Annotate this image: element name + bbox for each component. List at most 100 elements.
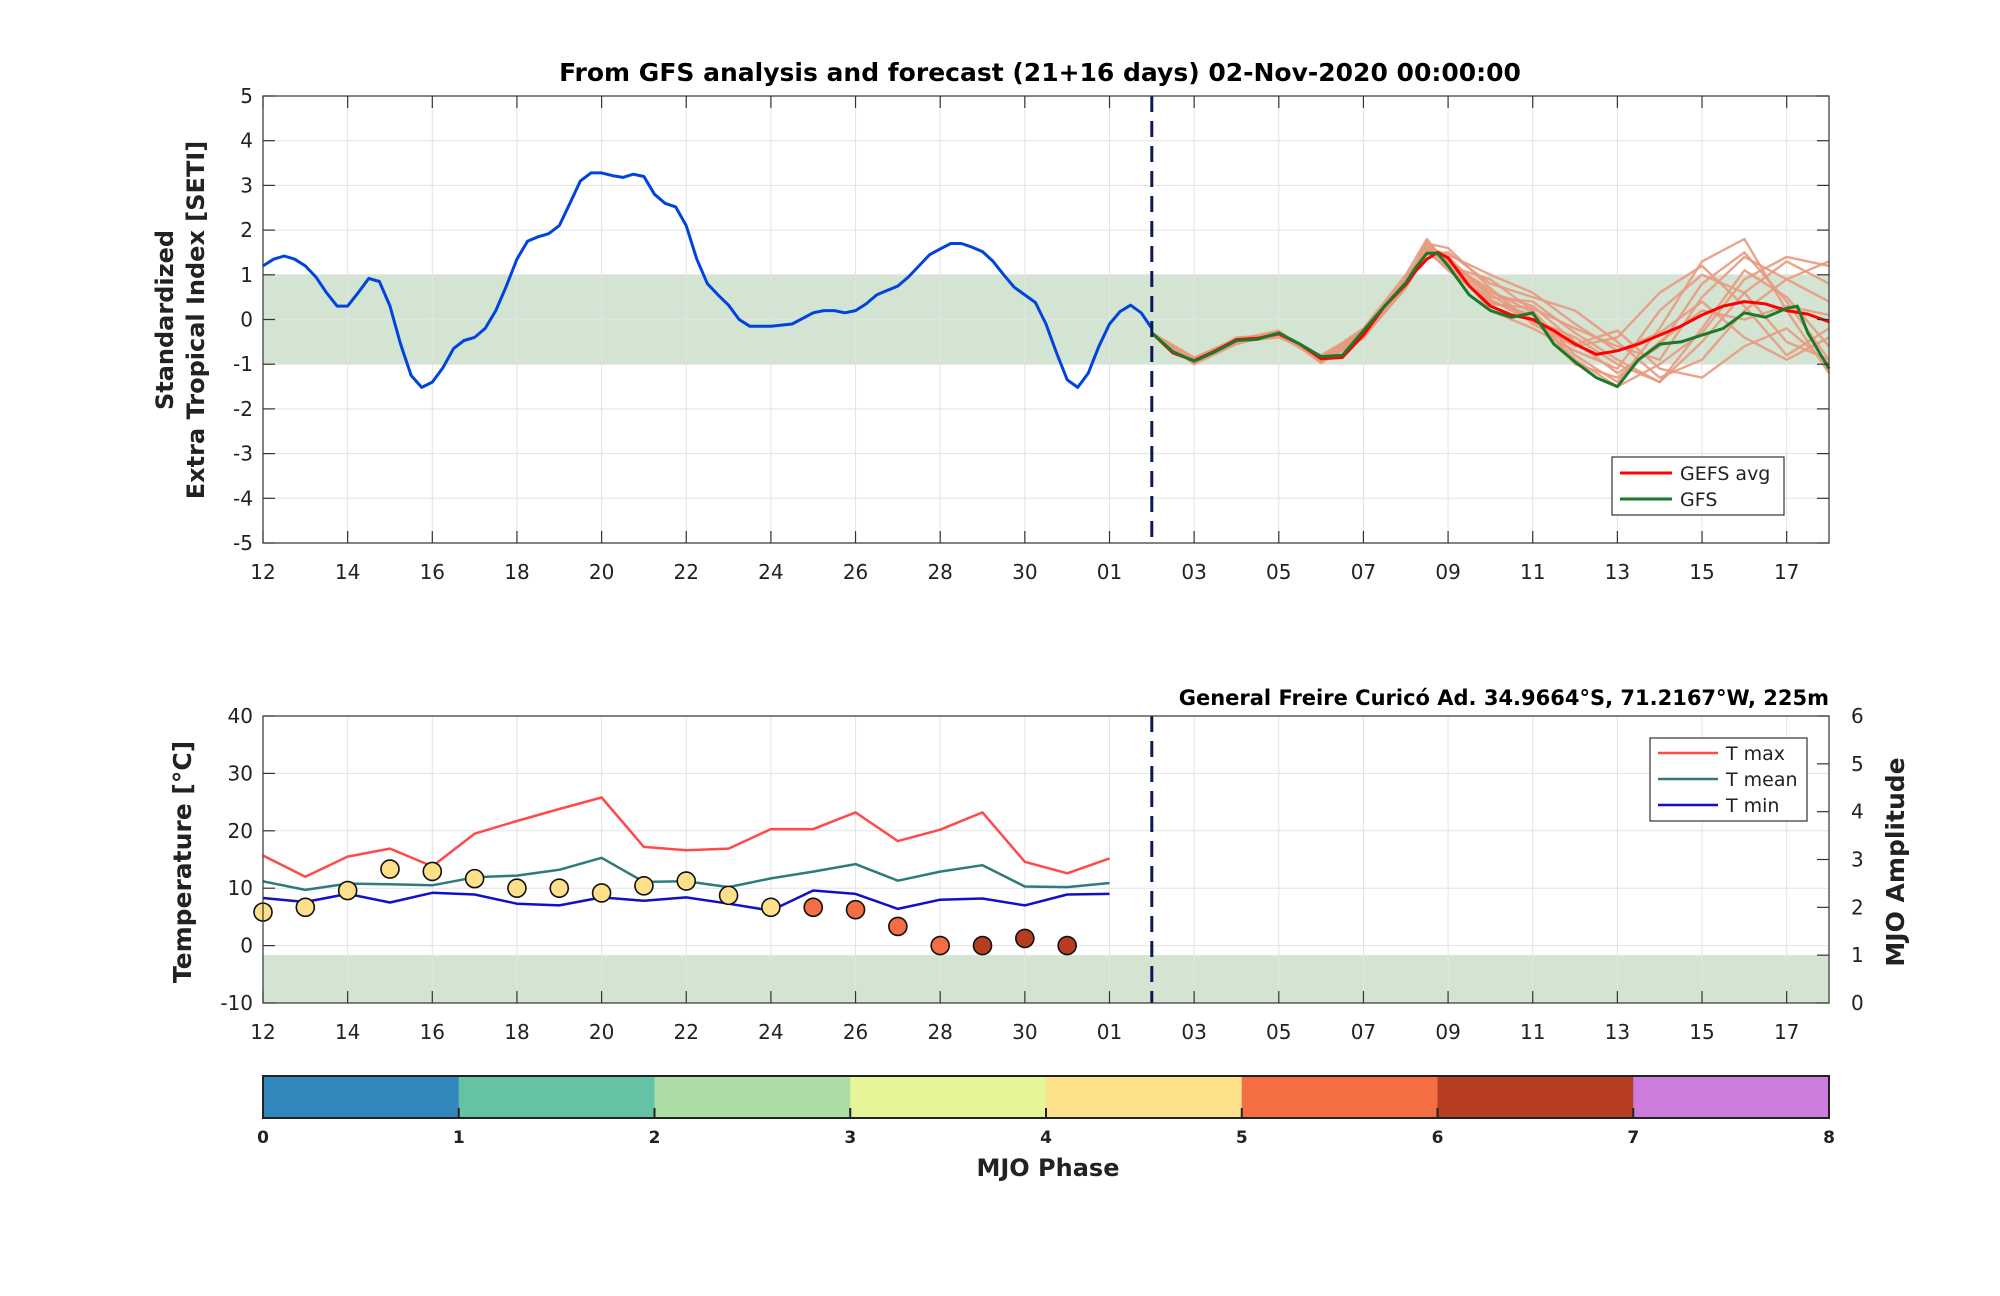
- temperature-ylabel: Temperature [°C]: [168, 741, 197, 983]
- temperature-x-tick-label: 30: [1012, 1020, 1037, 1044]
- seti-x-tick-label: 11: [1520, 560, 1545, 584]
- temperature-x-tick-label: 22: [674, 1020, 699, 1044]
- temperature-x-tick-label: 12: [250, 1020, 275, 1044]
- seti-y-tick-label: -1: [233, 352, 253, 376]
- temperature-x-tick-label: 24: [758, 1020, 783, 1044]
- mjo-points: [253, 859, 1077, 956]
- colorbar-tick-label: 5: [1236, 1128, 1248, 1148]
- colorbar-tick-label: 6: [1432, 1128, 1444, 1148]
- seti-legend-box: [1611, 456, 1785, 516]
- mjo-phase-colorbar: 0 1 2 3 4 5 6 7 8 MJO Phase: [257, 1075, 1835, 1182]
- seti-x-tick-label: 05: [1266, 560, 1291, 584]
- analysis-line: [262, 171, 1154, 389]
- mjo-point: [972, 935, 993, 956]
- mjo-point: [337, 880, 358, 901]
- mjo-point: [1015, 928, 1035, 949]
- mjo-amplitude-tick-label: 2: [1851, 895, 1864, 919]
- mjo-point: [718, 885, 739, 906]
- temperature-x-tick-label: 03: [1181, 1020, 1206, 1044]
- seti-y-tick-label: 3: [240, 173, 253, 197]
- mjo-point: [295, 897, 316, 918]
- mjo-amplitude-tick-label: 1: [1851, 943, 1864, 967]
- colorbar-tick-label: 4: [1040, 1128, 1052, 1148]
- colorbar-tick-label: 7: [1627, 1128, 1639, 1148]
- temperature-x-tick-label: 05: [1266, 1020, 1291, 1044]
- seti-x-tick-label: 03: [1181, 560, 1206, 584]
- seti-series: [262, 171, 1831, 389]
- seti-y-tick-label: -5: [233, 531, 253, 555]
- seti-y-tick-label: 2: [240, 218, 253, 242]
- temperature-x-tick-label: 13: [1605, 1020, 1630, 1044]
- temperature-x-tick-label: 15: [1689, 1020, 1714, 1044]
- mjo-point: [803, 897, 824, 918]
- temperature-x-tick-label: 18: [504, 1020, 529, 1044]
- seti-x-ticks: 12 14 16 18 20 22 24 26 28 30 01 03 05 07 09 11 13 15 17: [250, 96, 1799, 584]
- temperature-y-tick-label: 40: [228, 704, 253, 728]
- seti-x-tick-label: 16: [420, 560, 445, 584]
- seti-ylabel-line1: Standardized: [151, 230, 179, 410]
- temperature-x-tick-label: 14: [335, 1020, 360, 1044]
- seti-x-tick-label: 17: [1774, 560, 1799, 584]
- seti-x-tick-label: 30: [1012, 560, 1037, 584]
- mjo-point: [422, 861, 443, 882]
- mjo-point: [549, 878, 570, 899]
- seti-y-tick-label: 1: [240, 263, 253, 287]
- temperature-y-tick-label: 30: [228, 761, 253, 785]
- seti-grid: [262, 95, 1829, 544]
- temperature-y-tick-label: 0: [240, 934, 253, 958]
- seti-legend: GEFS avg GFS: [1611, 456, 1785, 516]
- colorbar-tick-label: 1: [453, 1128, 465, 1148]
- colorbar-cell: [654, 1076, 851, 1118]
- seti-x-tick-label: 01: [1097, 560, 1122, 584]
- colorbar-cell: [1633, 1076, 1830, 1118]
- seti-x-tick-label: 22: [674, 560, 699, 584]
- mjo-amplitude-ylabel: MJO Amplitude: [1881, 757, 1910, 966]
- colorbar-cell: [458, 1076, 655, 1118]
- mjo-point: [591, 883, 612, 903]
- colorbar-cells: [263, 1076, 1830, 1118]
- temperature-x-tick-label: 11: [1520, 1020, 1545, 1044]
- seti-y-tick-label: 4: [240, 129, 253, 153]
- temperature-x-tick-label: 28: [927, 1020, 952, 1044]
- mjo-point: [888, 916, 908, 937]
- mjo-point: [634, 876, 654, 896]
- temperature-x-tick-label: 01: [1097, 1020, 1122, 1044]
- seti-x-tick-label: 28: [927, 560, 952, 584]
- legend-tmin-label: T min: [1725, 795, 1779, 817]
- temperature-x-tick-label: 20: [589, 1020, 614, 1044]
- seti-y-tick-label: -4: [233, 486, 253, 510]
- tmin-line: [262, 889, 1110, 912]
- seti-x-tick-label: 24: [758, 560, 783, 584]
- temperature-x-ticks: 12 14 16 18 20 22 24 26 28 30 01 03 05 07 09 11 13 15 17: [250, 991, 1799, 1044]
- colorbar-ticks: 0 1 2 3 4 5 6 7 8: [257, 1108, 1835, 1148]
- seti-x-tick-label: 09: [1435, 560, 1460, 584]
- colorbar-cell: [1046, 1076, 1243, 1118]
- colorbar-tick-label: 8: [1823, 1128, 1835, 1148]
- colorbar-cell: [1241, 1076, 1438, 1118]
- seti-x-tick-label: 12: [250, 560, 275, 584]
- temperature-x-tick-label: 17: [1774, 1020, 1799, 1044]
- temperature-y-ticks: 40 30 20 10 0 -10: [220, 704, 275, 1015]
- mjo-point: [464, 868, 485, 889]
- mjo-point: [507, 878, 527, 899]
- mjo-point: [676, 871, 697, 891]
- mjo-point: [761, 897, 781, 918]
- chart-title: From GFS analysis and forecast (21+16 da…: [559, 58, 1521, 87]
- legend-tmax-label: T max: [1725, 743, 1785, 765]
- seti-y-ticks: 5 4 3 2 1 0 -1 -2 -3 -4 -5: [233, 84, 1829, 555]
- mjo-amplitude-band: [263, 955, 1829, 1003]
- seti-y-tick-label: 0: [240, 308, 253, 332]
- colorbar-cell: [263, 1076, 460, 1118]
- colorbar-tick-label: 0: [257, 1128, 269, 1148]
- colorbar-tick-label: 3: [844, 1128, 856, 1148]
- mjo-point: [1057, 935, 1077, 956]
- legend-tmean-label: T mean: [1725, 769, 1798, 791]
- seti-ylabel-line2: Extra Tropical Index [SETI]: [182, 141, 210, 499]
- colorbar-tick-label: 2: [649, 1128, 661, 1148]
- mjo-amplitude-tick-label: 0: [1851, 991, 1864, 1015]
- colorbar-cell: [850, 1076, 1047, 1118]
- seti-x-tick-label: 13: [1605, 560, 1630, 584]
